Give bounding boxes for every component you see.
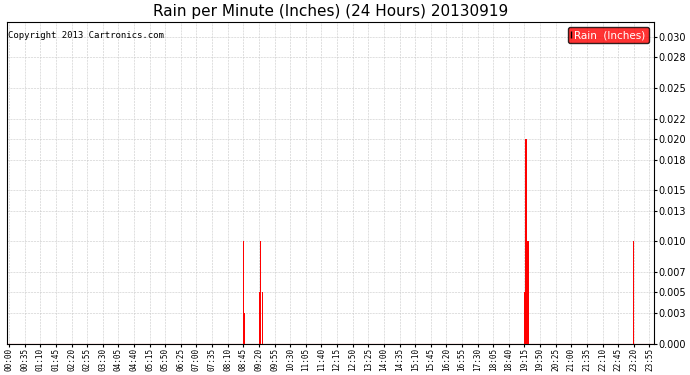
Title: Rain per Minute (Inches) (24 Hours) 20130919: Rain per Minute (Inches) (24 Hours) 2013…	[152, 4, 508, 19]
Legend: Rain  (Inches): Rain (Inches)	[568, 27, 649, 43]
Text: Copyright 2013 Cartronics.com: Copyright 2013 Cartronics.com	[8, 32, 164, 40]
